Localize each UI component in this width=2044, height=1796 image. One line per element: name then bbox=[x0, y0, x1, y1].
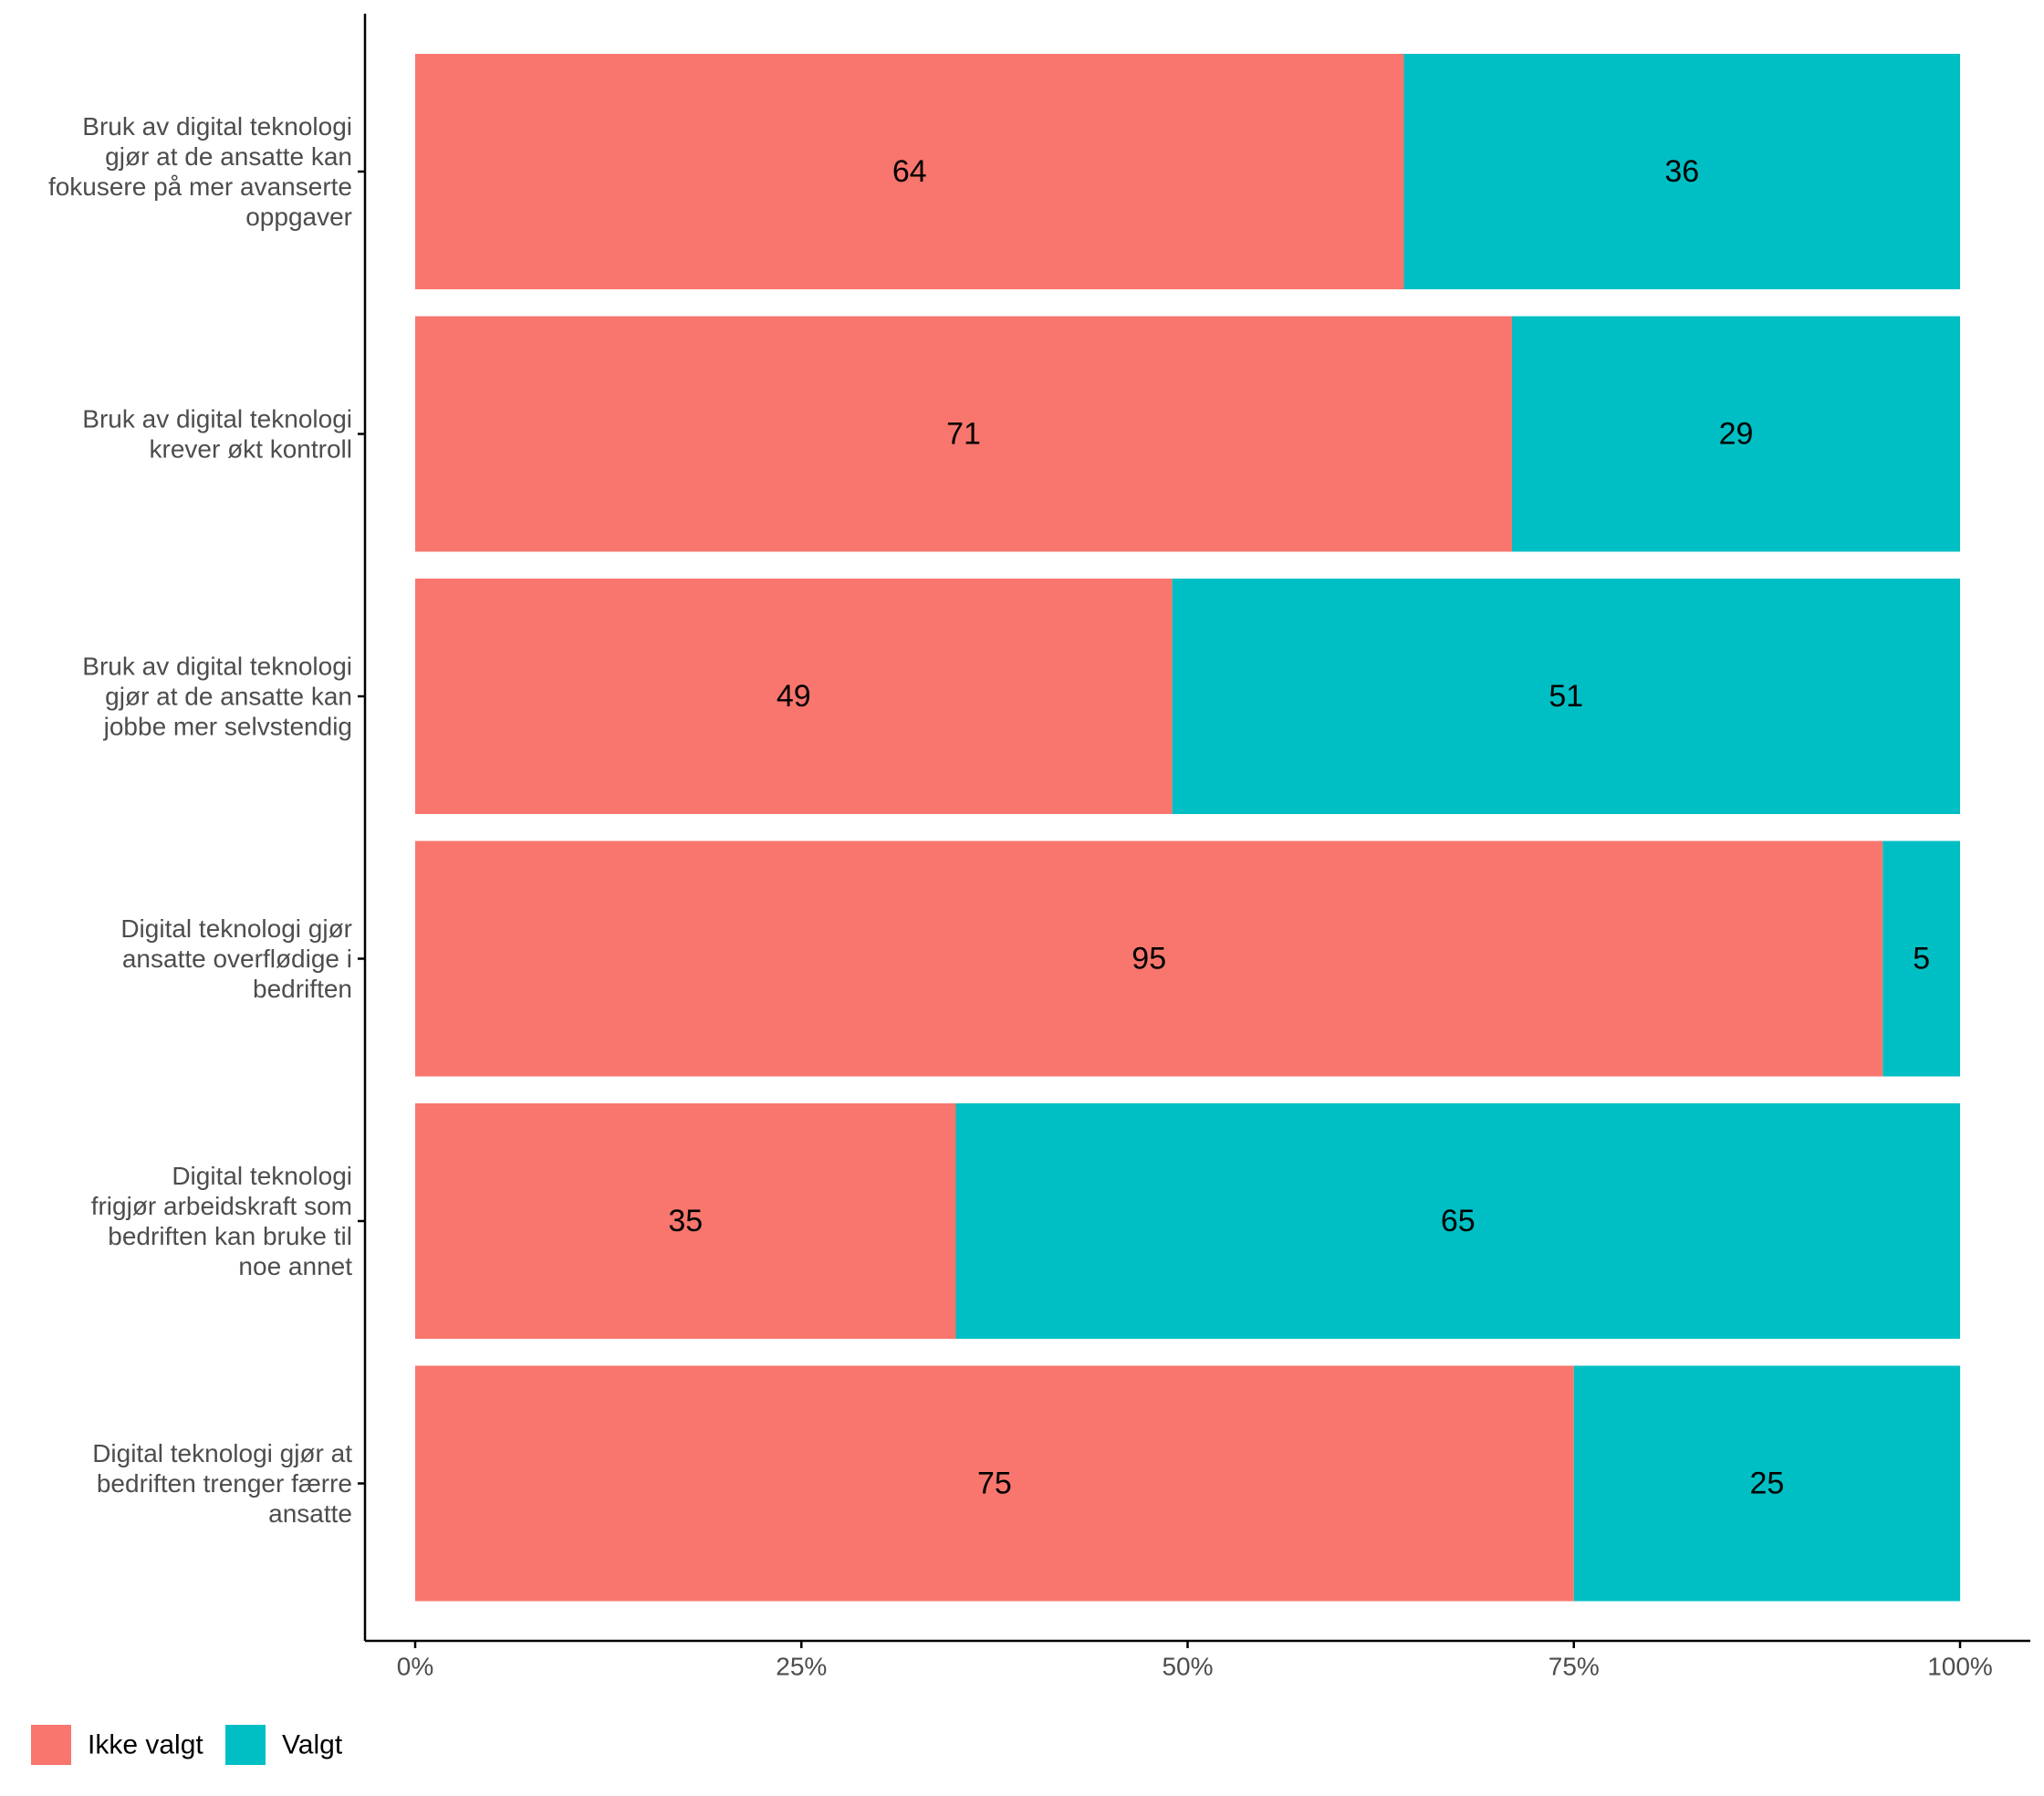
bar-valgt-2[interactable] bbox=[1512, 316, 1960, 552]
x-tick-label-4: 75% bbox=[1549, 1653, 1600, 1681]
bar-valgt-5[interactable] bbox=[955, 1103, 1961, 1339]
bar-ikke-valgt-3[interactable] bbox=[415, 579, 1173, 814]
bar-valgt-1[interactable] bbox=[1403, 54, 1961, 289]
category-label-1-line-3: fokusere på mer avanserte bbox=[48, 172, 352, 201]
category-label-2-line-2: krever økt kontroll bbox=[150, 435, 353, 464]
category-label-4-line-3: bedriften bbox=[253, 975, 352, 1003]
bars-layer bbox=[415, 54, 1961, 1602]
x-tick-label-1: 0% bbox=[397, 1653, 433, 1681]
x-tick-label-3: 50% bbox=[1162, 1653, 1213, 1681]
category-label-2-line-1: Bruk av digital teknologi bbox=[82, 405, 352, 433]
category-label-4-line-2: ansatte overflødige i bbox=[122, 945, 352, 973]
data-label-ikke-valgt-5: 35 bbox=[668, 1204, 703, 1238]
data-label-valgt-3: 51 bbox=[1549, 679, 1583, 714]
data-label-valgt-1: 36 bbox=[1664, 154, 1699, 189]
data-labels-layer: 64 36 71 29 49 51 95 5 35 65 75 25 bbox=[668, 154, 1930, 1501]
category-label-6-line-2: bedriften trenger færre bbox=[97, 1469, 352, 1498]
data-label-valgt-2: 29 bbox=[1719, 417, 1754, 452]
axes-layer bbox=[358, 14, 2030, 1643]
data-label-valgt-6: 25 bbox=[1749, 1467, 1784, 1501]
category-label-4-line-1: Digital teknologi gjør bbox=[120, 914, 352, 943]
category-label-6-line-1: Digital teknologi gjør at bbox=[92, 1439, 352, 1467]
category-label-1-line-4: oppgaver bbox=[245, 203, 352, 231]
legend: Ikke valgt Valgt bbox=[31, 1725, 343, 1765]
category-label-3-line-2: gjør at de ansatte kan bbox=[105, 683, 352, 711]
category-label-5-line-3: bedriften kan bruke til bbox=[108, 1222, 352, 1250]
category-label-6-line-3: ansatte bbox=[268, 1499, 352, 1528]
bar-ikke-valgt-1[interactable] bbox=[415, 54, 1404, 289]
data-label-ikke-valgt-2: 71 bbox=[946, 417, 981, 452]
category-label-3-line-1: Bruk av digital teknologi bbox=[82, 653, 352, 681]
category-label-3-line-3: jobbe mer selvstendig bbox=[103, 713, 352, 741]
bar-valgt-3[interactable] bbox=[1172, 579, 1960, 814]
x-ticks-layer: 0% 25% 50% 75% 100% bbox=[397, 1641, 1993, 1681]
bar-ikke-valgt-5[interactable] bbox=[415, 1103, 956, 1339]
legend-label-valgt: Valgt bbox=[282, 1730, 343, 1760]
legend-label-ikke-valgt: Ikke valgt bbox=[88, 1730, 203, 1760]
bar-ikke-valgt-4[interactable] bbox=[415, 841, 1883, 1077]
x-tick-label-2: 25% bbox=[776, 1653, 827, 1681]
data-label-ikke-valgt-1: 64 bbox=[892, 154, 927, 189]
bar-valgt-6[interactable] bbox=[1573, 1365, 1961, 1602]
legend-key-valgt[interactable] bbox=[225, 1725, 266, 1765]
bar-valgt-4[interactable] bbox=[1882, 841, 1960, 1077]
category-label-5-line-1: Digital teknologi bbox=[172, 1162, 352, 1190]
data-label-valgt-5: 65 bbox=[1441, 1204, 1476, 1238]
data-label-valgt-4: 5 bbox=[1913, 942, 1930, 976]
category-label-1-line-2: gjør at de ansatte kan bbox=[105, 142, 352, 171]
data-label-ikke-valgt-6: 75 bbox=[977, 1467, 1012, 1501]
category-label-5-line-4: noe annet bbox=[238, 1252, 352, 1280]
bar-ikke-valgt-2[interactable] bbox=[415, 316, 1512, 552]
legend-key-ikke-valgt[interactable] bbox=[31, 1725, 71, 1765]
data-label-ikke-valgt-3: 49 bbox=[777, 679, 811, 714]
category-label-1-line-1: Bruk av digital teknologi bbox=[82, 112, 352, 141]
data-label-ikke-valgt-4: 95 bbox=[1132, 942, 1166, 976]
bar-ikke-valgt-6[interactable] bbox=[415, 1365, 1574, 1602]
category-label-5-line-2: frigjør arbeidskraft som bbox=[91, 1192, 352, 1220]
x-tick-label-5: 100% bbox=[1927, 1653, 1993, 1681]
